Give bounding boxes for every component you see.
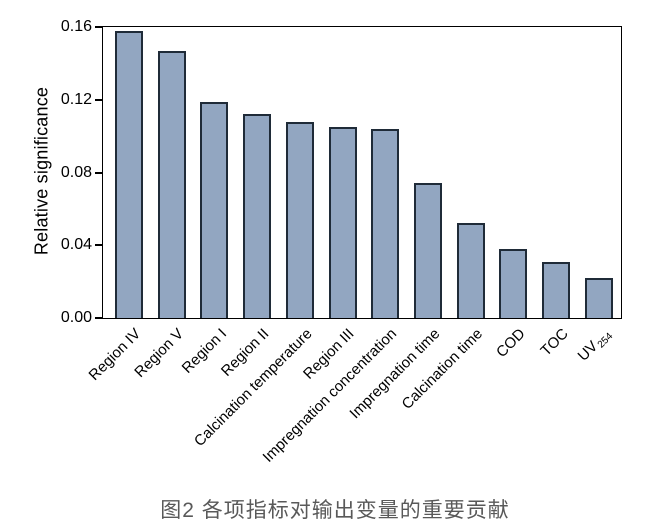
y-axis-tick <box>95 317 102 319</box>
x-tick-label: Calcination time <box>398 325 486 413</box>
bar-7 <box>413 183 442 318</box>
x-tick-label: COD <box>493 325 529 361</box>
bar-6 <box>371 128 400 318</box>
bar-1 <box>157 50 186 318</box>
y-tick-label: 0.16 <box>60 18 92 35</box>
bar-5 <box>328 127 357 318</box>
y-tick-label: 0.08 <box>60 163 92 181</box>
y-axis-tick <box>95 26 102 28</box>
bar-2 <box>200 101 229 318</box>
y-axis-tick <box>95 171 102 174</box>
bar-0 <box>115 30 143 318</box>
y-tick-label: 0.00 <box>60 309 92 326</box>
x-tick-label: Region IV <box>85 325 145 384</box>
bar-9 <box>499 248 528 318</box>
bar-4 <box>285 121 314 318</box>
bar-3 <box>243 114 272 318</box>
y-tick-label: 0.04 <box>60 236 92 254</box>
x-tick-label: UV254 <box>575 326 616 365</box>
y-axis-title: Relative significance <box>31 86 52 256</box>
x-tick-label: TOC <box>537 325 572 360</box>
y-axis-tick <box>95 244 102 247</box>
y-tick-label: 0.12 <box>60 90 92 108</box>
bar-8 <box>456 223 485 318</box>
figure-caption: 图2 各项指标对输出变量的重要贡献 <box>160 499 510 522</box>
plot-area: 0.00 0.04 0.08 0.12 0.16 Region IV Region V Reg… <box>61 19 622 466</box>
bar-10 <box>542 261 570 318</box>
bar-11 <box>584 278 613 318</box>
y-axis-tick <box>95 98 102 101</box>
